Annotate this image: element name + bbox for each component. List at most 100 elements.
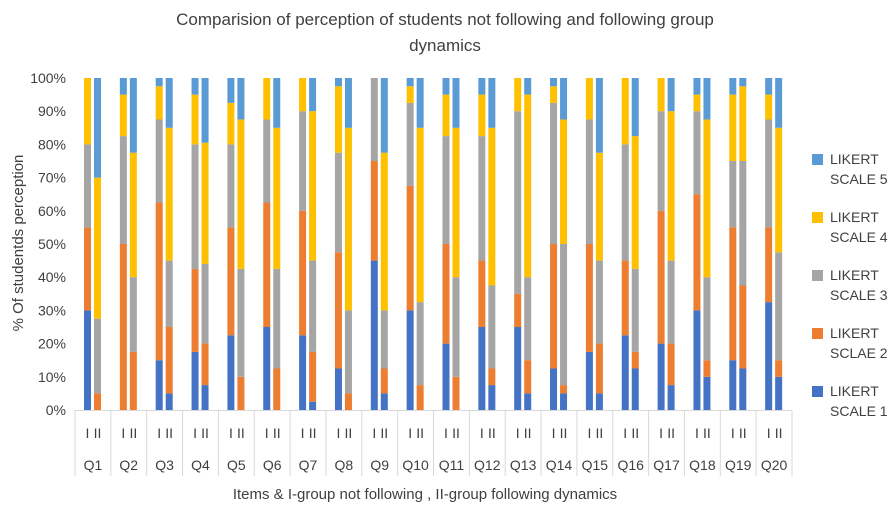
bar-segment-q13-ii bbox=[524, 94, 532, 278]
legend-label: SCALE 4 bbox=[830, 229, 888, 245]
category-label-q8: Q8 bbox=[335, 457, 354, 473]
bar-segment-q18-ii bbox=[703, 360, 711, 377]
bar-segment-q17-ii bbox=[667, 111, 675, 261]
bar-segment-q12-i bbox=[478, 78, 486, 95]
bar-segment-q12-ii bbox=[488, 127, 496, 286]
bar-segment-q1-i bbox=[84, 227, 91, 311]
bar-segment-q5-i bbox=[227, 335, 235, 410]
chart-title-line-2: dynamics bbox=[409, 36, 481, 55]
bar-segment-q14-i bbox=[550, 86, 558, 103]
bar-segment-q9-ii bbox=[380, 152, 388, 311]
bar-segment-q5-ii bbox=[237, 78, 245, 120]
bar-segment-q9-ii bbox=[380, 310, 388, 369]
bar-segment-q9-i bbox=[370, 260, 378, 410]
bar-segment-q15-i bbox=[585, 78, 593, 120]
bar-segment-q18-ii bbox=[703, 277, 711, 361]
bar-segment-q8-i bbox=[334, 152, 342, 253]
bar-segment-q20-ii bbox=[775, 127, 783, 253]
x-axis-label: Items & I-group not following , II-group… bbox=[233, 486, 617, 503]
group-label-ii: II bbox=[380, 425, 388, 441]
bar-segment-q18-i bbox=[693, 94, 701, 112]
bar-segment-q10-i bbox=[406, 78, 414, 87]
category-label-q18: Q18 bbox=[689, 457, 716, 473]
bar-segment-q10-i bbox=[406, 310, 414, 410]
legend-swatch bbox=[812, 328, 823, 339]
bar-segment-q14-ii bbox=[560, 385, 568, 394]
bar-segment-q14-ii bbox=[560, 78, 568, 120]
category-label-q11: Q11 bbox=[439, 457, 465, 473]
bar-segment-q12-ii bbox=[488, 368, 496, 386]
bar-segment-q13-ii bbox=[524, 78, 532, 95]
bar-segment-q3-ii bbox=[165, 127, 173, 261]
bar-segment-q17-i bbox=[657, 210, 665, 344]
group-label-ii: II bbox=[775, 425, 783, 441]
group-label-i: I bbox=[337, 425, 341, 441]
legend-label: LIKERT bbox=[830, 383, 879, 399]
legend-swatch bbox=[812, 386, 823, 397]
group-label-ii: II bbox=[345, 425, 353, 441]
bar-segment-q7-ii bbox=[309, 401, 317, 410]
group-label-i: I bbox=[193, 425, 197, 441]
bar-segment-q5-i bbox=[227, 102, 235, 145]
bar-segment-q8-i bbox=[334, 78, 342, 87]
bar-segment-q3-i bbox=[155, 119, 163, 203]
group-label-i: I bbox=[86, 425, 90, 441]
bar-segment-q11-ii bbox=[452, 78, 460, 128]
bar-segment-q11-ii bbox=[452, 127, 460, 278]
bar-segment-q8-i bbox=[334, 252, 342, 369]
group-label-ii: II bbox=[488, 425, 496, 441]
bar-segment-q14-i bbox=[550, 244, 558, 369]
category-label-q20: Q20 bbox=[761, 457, 788, 473]
y-tick-label: 60% bbox=[38, 203, 66, 219]
bar-segment-q20-ii bbox=[775, 78, 783, 128]
bar-segment-q20-i bbox=[765, 78, 773, 95]
bar-segment-q1-i bbox=[84, 144, 91, 228]
category-label-q17: Q17 bbox=[653, 457, 680, 473]
bar-segment-q7-i bbox=[299, 335, 307, 410]
group-label-i: I bbox=[121, 425, 125, 441]
category-label-q7: Q7 bbox=[299, 457, 318, 473]
y-tick-label: 100% bbox=[30, 70, 66, 86]
legend-swatch bbox=[812, 270, 823, 281]
legend-label: SCALE 3 bbox=[830, 287, 888, 303]
y-tick-label: 0% bbox=[46, 402, 66, 418]
bar-segment-q20-ii bbox=[775, 376, 783, 410]
bar-segment-q17-ii bbox=[667, 260, 675, 344]
bar-segment-q3-i bbox=[155, 360, 163, 410]
bar-segment-q18-i bbox=[693, 194, 701, 311]
bar-segment-q16-ii bbox=[631, 78, 639, 137]
bar-segment-q9-ii bbox=[380, 78, 388, 153]
bar-segment-q15-ii bbox=[595, 78, 603, 153]
bar-segment-q15-ii bbox=[595, 260, 603, 344]
bar-segment-q1-ii bbox=[94, 393, 101, 410]
bar-segment-q11-i bbox=[442, 244, 450, 344]
legend-label: LIKERT bbox=[830, 209, 879, 225]
bar-segment-q6-i bbox=[263, 327, 271, 410]
bar-segment-q12-ii bbox=[488, 78, 496, 128]
legend-label: LIKERT bbox=[830, 325, 879, 341]
bar-segment-q16-ii bbox=[631, 268, 639, 352]
legend-swatch bbox=[812, 212, 823, 223]
group-label-i: I bbox=[659, 425, 663, 441]
category-label-q14: Q14 bbox=[546, 457, 573, 473]
bar-segment-q19-i bbox=[729, 227, 737, 361]
bar-segment-q9-ii bbox=[380, 393, 388, 410]
bar-segment-q16-ii bbox=[631, 136, 639, 269]
bar-segment-q9-i bbox=[370, 161, 378, 261]
bar-segment-q7-i bbox=[299, 78, 307, 112]
bar-segment-q17-i bbox=[657, 343, 665, 410]
bar-segment-q3-ii bbox=[165, 327, 173, 394]
bar-segment-q7-i bbox=[299, 210, 307, 336]
bar-segment-q2-i bbox=[119, 244, 127, 410]
group-label-i: I bbox=[480, 425, 484, 441]
bar-segment-q7-ii bbox=[309, 78, 317, 112]
group-label-i: I bbox=[552, 425, 556, 441]
bar-segment-q2-i bbox=[119, 136, 127, 244]
bar-segment-q5-ii bbox=[237, 268, 245, 377]
bar-segment-q17-ii bbox=[667, 78, 675, 112]
bar-segment-q16-ii bbox=[631, 351, 639, 369]
group-label-i: I bbox=[731, 425, 735, 441]
bar-segment-q17-i bbox=[657, 78, 665, 112]
group-label-ii: II bbox=[667, 425, 675, 441]
